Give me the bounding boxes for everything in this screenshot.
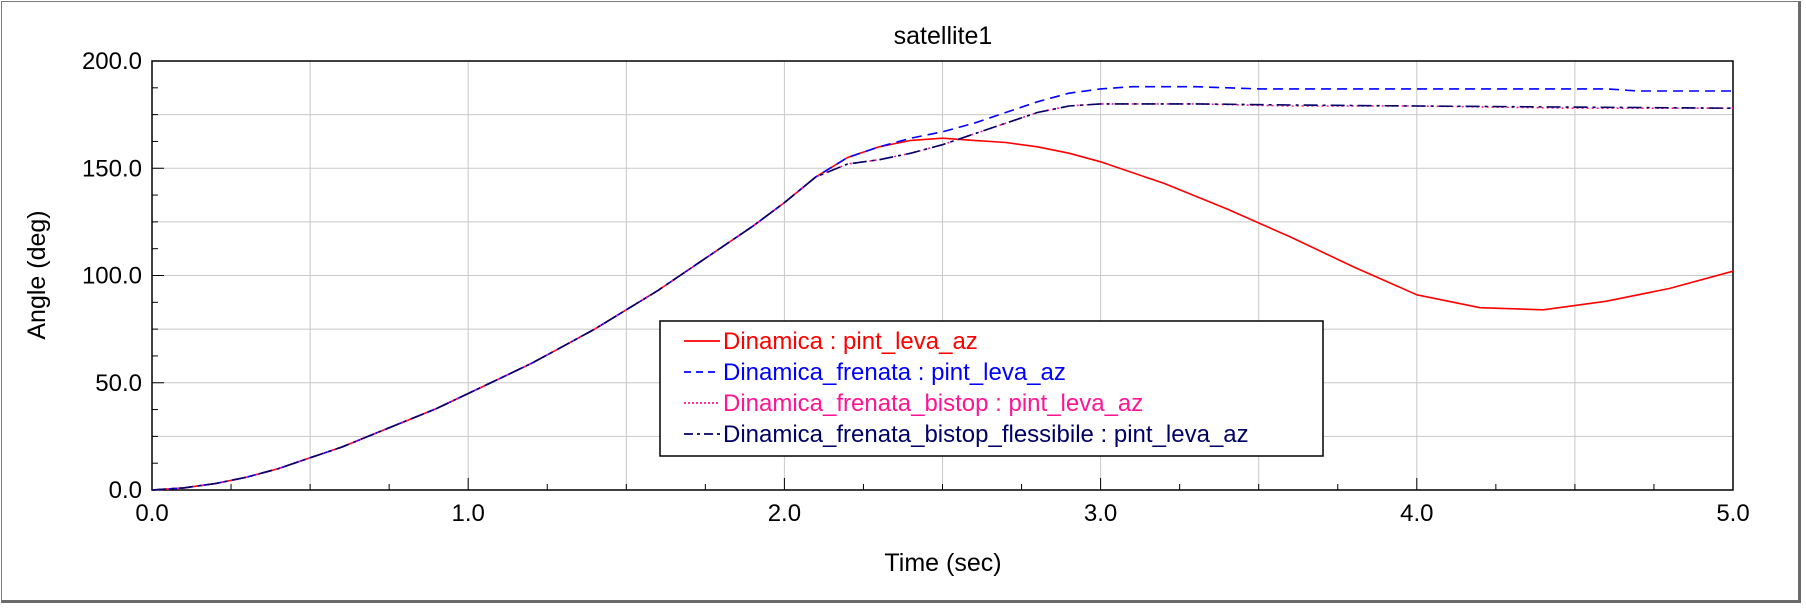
legend-label-4: Dinamica_frenata_bistop_flessibile : pin…: [723, 421, 1249, 448]
legend-label-3: Dinamica_frenata_bistop : pint_leva_az: [723, 390, 1143, 417]
x-tick-label: 3.0: [1084, 500, 1117, 527]
series-line-4: [151, 103, 1734, 491]
y-tick-label: 100.0: [82, 263, 142, 290]
y-tick-label: 150.0: [82, 155, 142, 182]
legend-label-1: Dinamica : pint_leva_az: [723, 328, 978, 355]
x-tick-label: 5.0: [1716, 500, 1749, 527]
x-tick-label: 1.0: [452, 500, 485, 527]
legend-label-2: Dinamica_frenata : pint_leva_az: [723, 359, 1066, 386]
series-layer: [151, 85, 1734, 491]
y-tick-label: 0.0: [109, 477, 142, 504]
x-tick-label: 0.0: [135, 500, 168, 527]
plot-area: [151, 60, 1734, 491]
chart-title: satellite1: [894, 22, 993, 50]
x-axis-title: Time (sec): [884, 549, 1001, 577]
x-tick-label: 2.0: [768, 500, 801, 527]
y-axis-title: Angle (deg): [23, 210, 51, 339]
tick-labels: 0.0 1.0 2.0 3.0 4.0 5.0 0.0 50.0 100.0 150.0 200.0: [82, 48, 1750, 527]
series-line-2: [151, 85, 1733, 491]
y-tick-label: 50.0: [95, 370, 142, 397]
legend: Dinamica : pint_leva_az Dinamica_frenata …: [659, 320, 1324, 457]
x-tick-label: 4.0: [1400, 500, 1433, 527]
y-tick-label: 200.0: [82, 48, 142, 75]
legend-box: [659, 320, 1324, 457]
